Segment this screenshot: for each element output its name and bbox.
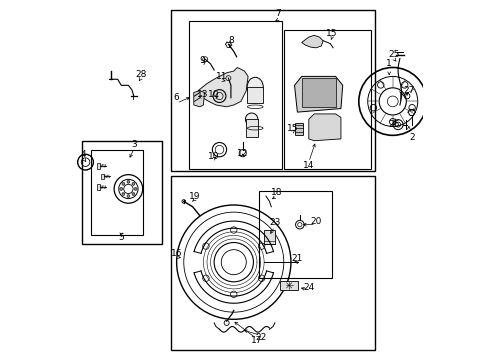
- Text: 24: 24: [303, 283, 314, 292]
- Bar: [283, 30, 370, 169]
- Text: 9: 9: [199, 56, 205, 65]
- Bar: [280, 281, 298, 290]
- Text: 14: 14: [303, 161, 314, 170]
- Text: 15: 15: [286, 124, 298, 133]
- Text: 1: 1: [386, 59, 391, 68]
- Bar: [101, 174, 103, 179]
- Bar: [91, 150, 142, 235]
- Polygon shape: [308, 114, 340, 141]
- Text: 18: 18: [270, 188, 282, 197]
- Polygon shape: [193, 91, 204, 107]
- Bar: [171, 10, 374, 171]
- Circle shape: [132, 193, 135, 195]
- Bar: [97, 163, 100, 168]
- Bar: [189, 21, 282, 169]
- Text: 22: 22: [254, 333, 265, 342]
- Text: 3: 3: [131, 140, 137, 149]
- Circle shape: [122, 193, 124, 195]
- Text: 13: 13: [196, 90, 208, 99]
- Text: 12: 12: [237, 149, 248, 158]
- Bar: [97, 184, 100, 190]
- Text: 17: 17: [251, 336, 262, 345]
- Text: 4: 4: [81, 150, 86, 159]
- Polygon shape: [301, 35, 323, 48]
- Text: 23: 23: [268, 219, 280, 228]
- Text: 5: 5: [118, 233, 124, 242]
- Bar: [258, 191, 331, 278]
- Circle shape: [122, 183, 124, 185]
- Text: 15: 15: [325, 29, 337, 38]
- Text: 26: 26: [387, 120, 399, 129]
- Circle shape: [127, 180, 130, 183]
- Text: 20: 20: [309, 217, 321, 226]
- Text: 19: 19: [188, 192, 200, 201]
- Ellipse shape: [245, 113, 257, 126]
- Text: 10: 10: [208, 152, 220, 161]
- Bar: [245, 119, 257, 137]
- Text: 28: 28: [135, 70, 146, 79]
- Ellipse shape: [246, 77, 263, 97]
- Text: 21: 21: [291, 254, 303, 263]
- Bar: [171, 176, 374, 350]
- Circle shape: [132, 183, 135, 185]
- Text: 11: 11: [215, 72, 226, 81]
- Text: 25: 25: [387, 50, 399, 59]
- Polygon shape: [301, 78, 335, 107]
- Circle shape: [120, 188, 122, 190]
- Text: 16: 16: [170, 249, 182, 258]
- Polygon shape: [294, 76, 342, 112]
- Bar: [264, 230, 274, 244]
- Text: 7: 7: [275, 9, 281, 18]
- Text: 8: 8: [227, 36, 233, 45]
- Text: 6: 6: [173, 93, 179, 102]
- Bar: [247, 87, 263, 103]
- Polygon shape: [294, 123, 303, 135]
- Circle shape: [134, 188, 137, 190]
- Circle shape: [127, 195, 130, 198]
- Text: 2: 2: [408, 132, 414, 141]
- Text: 27: 27: [403, 86, 414, 95]
- Bar: [82, 141, 162, 244]
- Text: 10: 10: [208, 90, 220, 99]
- Polygon shape: [198, 67, 247, 107]
